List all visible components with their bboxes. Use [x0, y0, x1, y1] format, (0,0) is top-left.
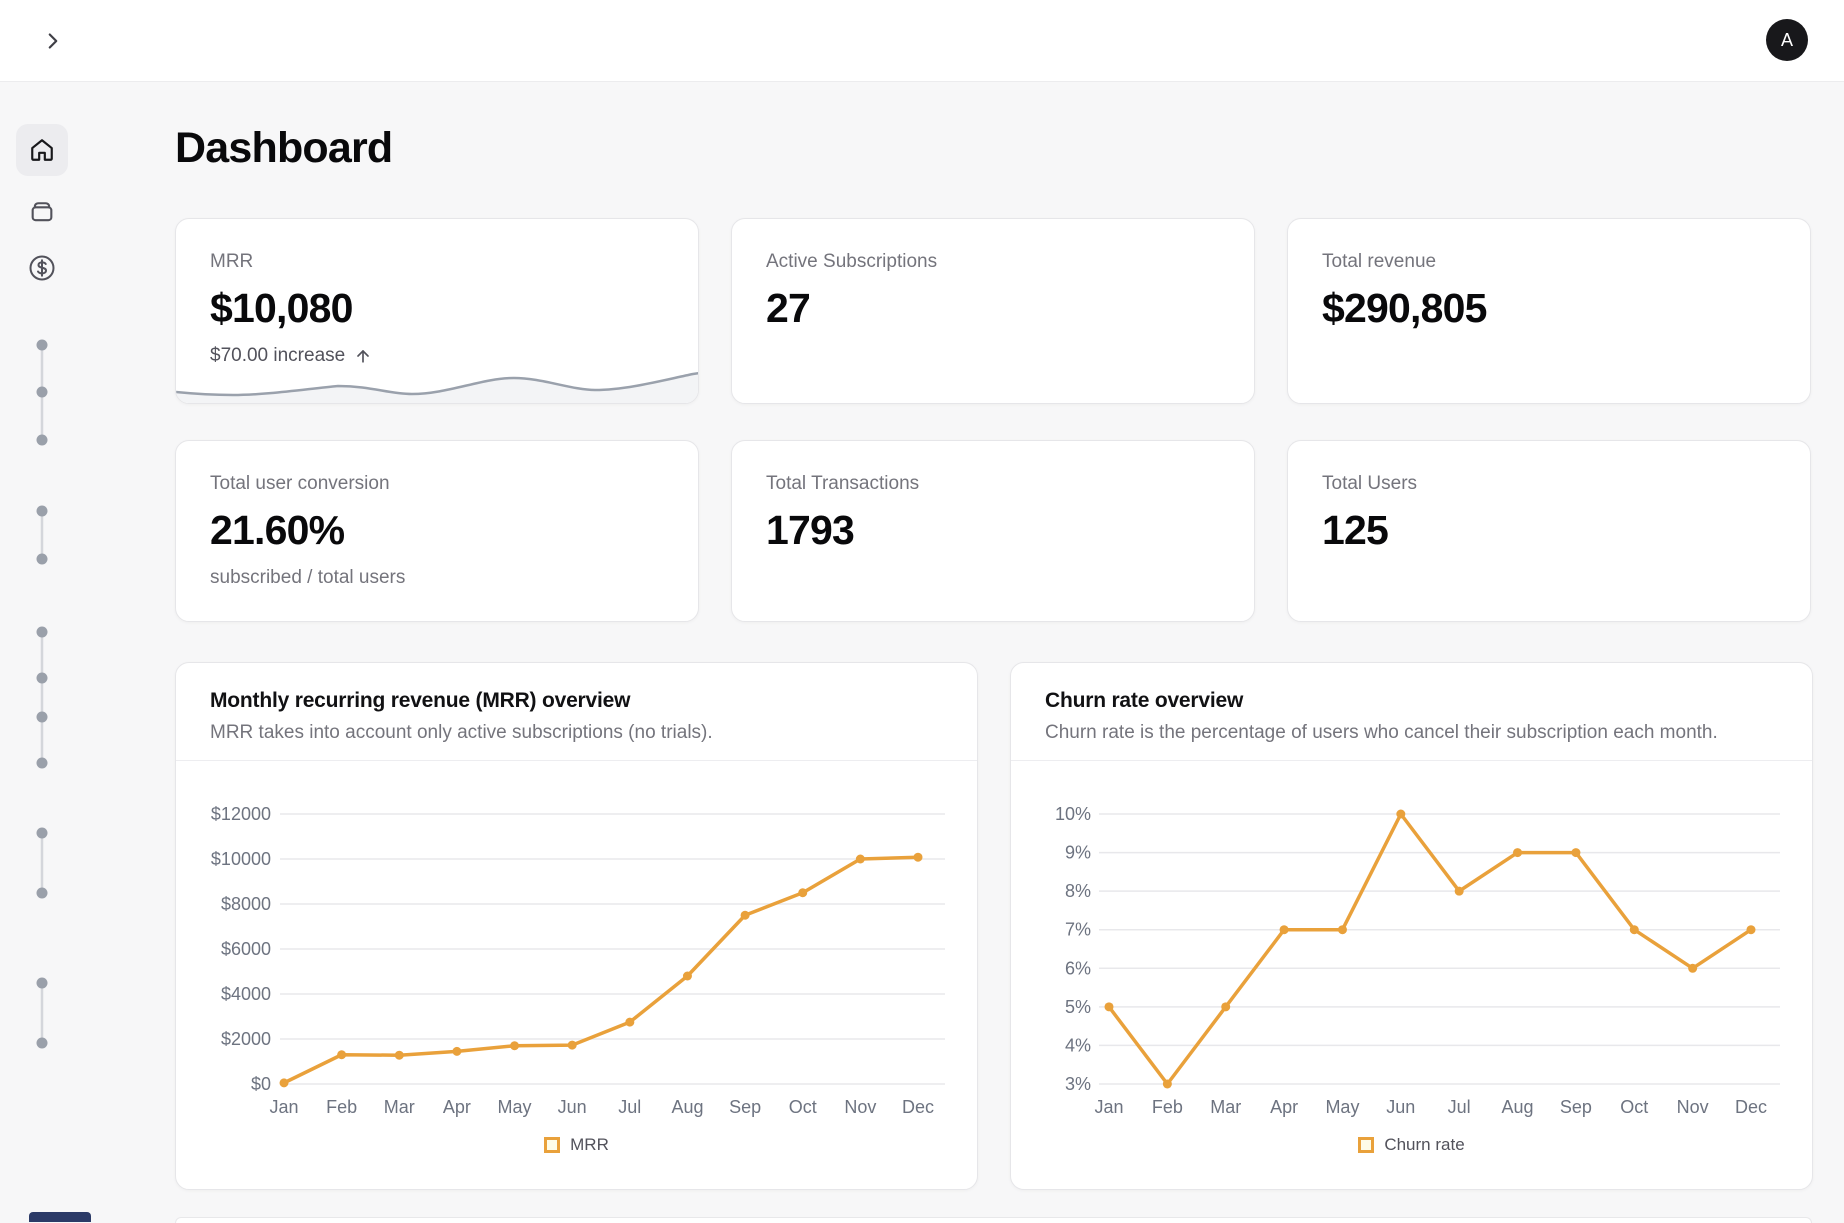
stat-card-mrr: MRR $10,080 $70.00 increase	[175, 218, 699, 404]
user-avatar[interactable]: A	[1766, 19, 1808, 61]
stat-value: 1793	[766, 507, 855, 553]
stat-value: $290,805	[1322, 285, 1487, 331]
chart-subtitle: Churn rate is the percentage of users wh…	[1045, 722, 1718, 743]
dollar-circle-icon	[27, 253, 57, 283]
svg-text:Nov: Nov	[1677, 1097, 1709, 1117]
svg-text:$12000: $12000	[211, 804, 271, 824]
avatar-initial: A	[1780, 29, 1793, 50]
svg-text:Apr: Apr	[1270, 1097, 1298, 1117]
legend-label: MRR	[570, 1135, 609, 1154]
sidebar	[0, 82, 85, 1222]
stat-subtext: subscribed / total users	[210, 567, 406, 589]
svg-text:Oct: Oct	[789, 1097, 817, 1117]
stat-card-total-transactions: Total Transactions 1793	[731, 440, 1255, 622]
legend-item-mrr[interactable]: MRR	[210, 1135, 943, 1155]
svg-text:Sep: Sep	[729, 1097, 761, 1117]
chart-card-mrr: Monthly recurring revenue (MRR) overview…	[175, 662, 978, 1190]
svg-text:Feb: Feb	[1152, 1097, 1183, 1117]
svg-text:Jun: Jun	[1386, 1097, 1415, 1117]
legend-swatch	[1358, 1137, 1375, 1153]
stat-label: Total revenue	[1322, 251, 1437, 272]
svg-text:$8000: $8000	[221, 894, 271, 914]
svg-text:Jun: Jun	[558, 1097, 587, 1117]
sidebar-item-payments[interactable]	[27, 197, 57, 227]
svg-text:3%: 3%	[1065, 1074, 1091, 1094]
svg-text:Mar: Mar	[384, 1097, 415, 1117]
churn-line-chart: 10% 9% 8% 7% 6% 5% 4% 3%Jan Feb Mar Apr May Jun Jul Au…	[1055, 804, 1780, 1117]
legend-item-churn-rate[interactable]: Churn rate	[1045, 1135, 1778, 1155]
topbar: A	[0, 0, 1844, 82]
legend-label: Churn rate	[1384, 1135, 1465, 1154]
svg-text:Jan: Jan	[269, 1097, 298, 1117]
chart-subtitle: MRR takes into account only active subsc…	[210, 722, 713, 743]
svg-text:Feb: Feb	[326, 1097, 357, 1117]
svg-text:Mar: Mar	[1210, 1097, 1241, 1117]
page-title: Dashboard	[175, 124, 393, 172]
chart-title: Churn rate overview	[1045, 689, 1244, 712]
stat-value: 125	[1322, 507, 1389, 553]
svg-text:5%: 5%	[1065, 997, 1091, 1017]
svg-text:Aug: Aug	[671, 1097, 703, 1117]
stat-value: $10,080	[210, 285, 353, 331]
svg-text:$0: $0	[251, 1074, 271, 1094]
stat-label: Total user conversion	[210, 473, 390, 494]
home-icon	[29, 137, 55, 163]
stat-value: 21.60%	[210, 507, 345, 553]
stat-label: MRR	[210, 251, 254, 272]
chevron-right-icon	[40, 28, 70, 54]
svg-text:$10000: $10000	[211, 849, 271, 869]
stat-label: Total Transactions	[766, 473, 920, 494]
svg-text:Jul: Jul	[1448, 1097, 1471, 1117]
svg-text:9%: 9%	[1065, 843, 1091, 863]
svg-text:Dec: Dec	[902, 1097, 934, 1117]
svg-text:10%: 10%	[1055, 804, 1091, 824]
svg-text:$2000: $2000	[221, 1029, 271, 1049]
stat-card-user-conversion: Total user conversion 21.60% subscribed …	[175, 440, 699, 622]
svg-text:$4000: $4000	[221, 984, 271, 1004]
mrr-sparkline	[176, 372, 698, 403]
svg-text:Oct: Oct	[1620, 1097, 1648, 1117]
stat-value: 27	[766, 285, 811, 331]
arrow-up-icon	[353, 346, 373, 366]
svg-text:4%: 4%	[1065, 1035, 1091, 1055]
sidebar-toggle-button[interactable]	[40, 26, 70, 56]
svg-text:Jan: Jan	[1094, 1097, 1123, 1117]
svg-text:Aug: Aug	[1502, 1097, 1534, 1117]
stat-card-total-users: Total Users 125	[1287, 440, 1811, 622]
svg-text:6%: 6%	[1065, 958, 1091, 978]
svg-text:Jul: Jul	[618, 1097, 641, 1117]
devtools-badge[interactable]	[29, 1212, 91, 1222]
svg-text:Apr: Apr	[443, 1097, 471, 1117]
stat-card-active-subscriptions: Active Subscriptions 27	[731, 218, 1255, 404]
legend-swatch	[544, 1137, 561, 1153]
sidebar-item-revenue[interactable]	[26, 252, 58, 284]
svg-text:7%: 7%	[1065, 920, 1091, 940]
stat-card-total-revenue: Total revenue $290,805	[1287, 218, 1811, 404]
chart-title: Monthly recurring revenue (MRR) overview	[210, 689, 631, 712]
sidebar-skeleton-items	[36, 339, 48, 1049]
trend-text: $70.00 increase	[210, 345, 346, 367]
svg-text:$6000: $6000	[221, 939, 271, 959]
svg-text:Dec: Dec	[1735, 1097, 1767, 1117]
svg-text:May: May	[1325, 1097, 1359, 1117]
chart-card-churn: Churn rate overview Churn rate is the pe…	[1010, 662, 1813, 1190]
stat-label: Total Users	[1322, 473, 1418, 494]
next-section-peek	[175, 1217, 1812, 1223]
svg-text:Sep: Sep	[1560, 1097, 1592, 1117]
mrr-line-chart: $12000 $10000 $8000 $6000 $4000 $2000 $0 Jan Feb…	[211, 804, 945, 1117]
stat-label: Active Subscriptions	[766, 251, 938, 272]
sidebar-item-home[interactable]	[16, 124, 68, 176]
wallet-icon	[28, 198, 56, 226]
svg-text:Nov: Nov	[844, 1097, 876, 1117]
svg-text:May: May	[498, 1097, 532, 1117]
svg-text:8%: 8%	[1065, 881, 1091, 901]
